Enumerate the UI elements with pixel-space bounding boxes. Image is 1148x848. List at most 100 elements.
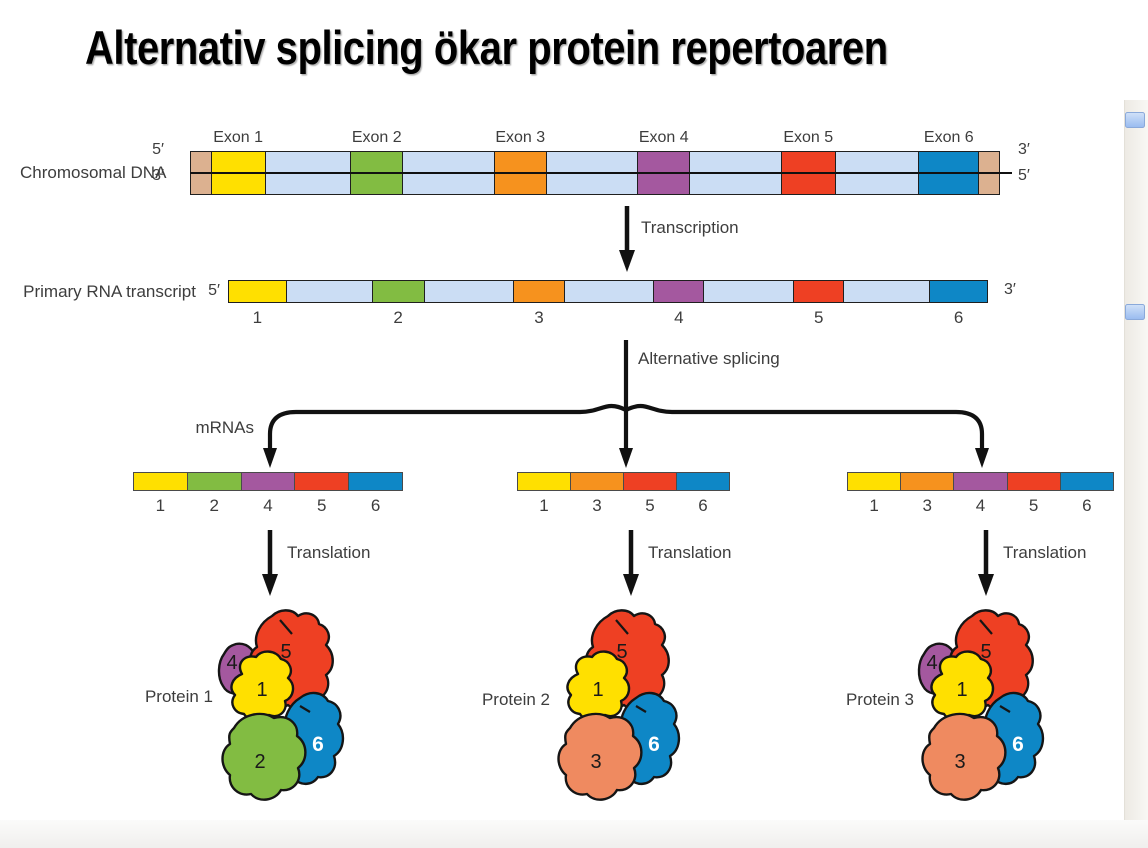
protein-domain-number: 6 xyxy=(1012,733,1024,756)
protein-domain-1 xyxy=(230,650,295,723)
segment-intron xyxy=(843,280,931,303)
segment-exon-6: 6 xyxy=(348,472,403,515)
segment-exon-6: 6 xyxy=(929,280,988,327)
mrna-bar-3: 1 3 4 5 6 xyxy=(847,472,1118,515)
mrnas-label: mRNAs xyxy=(195,418,254,437)
protein-domain-number: 6 xyxy=(312,733,324,756)
protein-domain-3 xyxy=(557,712,643,801)
segment-exon-5: 5 xyxy=(294,472,350,515)
dna-strand-divider xyxy=(190,172,1012,174)
segment-intron xyxy=(703,280,795,303)
segment-exon-4: 4 xyxy=(653,280,705,327)
domain-fold-line xyxy=(635,705,647,713)
splicing-branch-arrows xyxy=(263,340,989,468)
protein-domain-number: 5 xyxy=(980,641,991,663)
transcription-label: Transcription xyxy=(641,218,739,237)
protein-3-structure: 4 51 6 3 xyxy=(917,609,1045,801)
exon-number: 5 xyxy=(317,496,327,515)
exon-label: Exon 2 xyxy=(351,129,402,146)
exon-number: 3 xyxy=(592,496,602,515)
segment-exon-6: 6 xyxy=(1059,472,1114,515)
domain-fold-line xyxy=(999,705,1011,713)
segment-exon-3: 3 xyxy=(513,280,565,327)
segment-exon-3: 3 xyxy=(570,472,624,515)
protein-domain-number: 1 xyxy=(956,679,967,701)
segment-exon-5: 5 xyxy=(623,472,677,515)
protein-domain-3 xyxy=(921,712,1007,801)
rna-5prime: 5′ xyxy=(208,282,220,299)
dna-right-3prime: 3′ xyxy=(1018,141,1030,158)
exon-number: 3 xyxy=(534,308,544,327)
segment-exon-2: 2 xyxy=(371,280,425,327)
dna-left-5prime: 5′ xyxy=(152,141,164,158)
translation-arrow-3 xyxy=(978,530,994,596)
segment-exon-2: 2 xyxy=(186,472,242,515)
segment-exon-5: 5 xyxy=(793,280,845,327)
translation-arrow-2 xyxy=(623,530,639,596)
transcription-arrow xyxy=(619,206,635,272)
protein-domain-number: 6 xyxy=(648,733,660,756)
exon-number: 1 xyxy=(252,308,263,327)
exon-number: 3 xyxy=(922,496,933,515)
slide-title: Alternativ splicing ökar protein reperto… xyxy=(85,21,888,74)
segment-exon-6: 6 xyxy=(676,472,730,515)
rna-bar: 1 2 3 4 5 6 xyxy=(228,280,998,327)
exon-label: Exon 1 xyxy=(213,129,264,146)
dna-left-3prime: 3′ xyxy=(152,167,164,184)
protein-domain-number: 5 xyxy=(616,641,627,663)
dna-bar: Exon 1 Exon 2 Exon 3 Exon 4 Exon 5 Exon 6 xyxy=(190,129,1012,195)
scroll-marker-middle[interactable] xyxy=(1125,304,1145,320)
protein-domain-number: 3 xyxy=(954,751,965,773)
segment-exon-1: 1 xyxy=(228,280,287,327)
scroll-marker-top[interactable] xyxy=(1125,112,1145,128)
protein-1-structure: 4 51 6 2 xyxy=(217,609,345,801)
protein-domain-2 xyxy=(221,712,307,801)
protein-2-structure: 51 6 3 xyxy=(557,609,681,801)
exon-number: 5 xyxy=(813,308,824,327)
segment-exon-3: 3 xyxy=(900,472,955,515)
translation-label-3: Translation xyxy=(1003,543,1087,562)
segment-exon-1: 1 xyxy=(847,472,902,515)
exon-label: Exon 3 xyxy=(495,129,546,146)
exon-label: Exon 6 xyxy=(923,129,974,146)
mrna-bar-1: 1 2 4 5 6 xyxy=(133,472,407,515)
exon-number: 5 xyxy=(1028,496,1039,515)
exon-number: 2 xyxy=(209,496,219,515)
segment-intron xyxy=(563,280,655,303)
bottom-band xyxy=(0,820,1148,848)
protein-1-label: Protein 1 xyxy=(144,687,213,706)
protein-domain-number: 3 xyxy=(590,751,601,773)
segment-exon-1: 1 xyxy=(517,472,571,515)
protein-domain-number: 2 xyxy=(254,751,265,773)
alt-splicing-label: Alternative splicing xyxy=(638,349,780,368)
exon-number: 1 xyxy=(539,496,549,515)
exon-number: 4 xyxy=(975,496,986,515)
exon-number: 1 xyxy=(155,496,166,515)
exon-number: 5 xyxy=(645,496,655,515)
protein-domain-number: 4 xyxy=(926,652,937,674)
translation-label-1: Translation xyxy=(287,543,371,562)
exon-label: Exon 4 xyxy=(638,129,689,146)
exon-number: 4 xyxy=(674,308,684,327)
exon-number: 6 xyxy=(698,496,708,515)
rna-3prime: 3′ xyxy=(1004,281,1016,298)
exon-number: 4 xyxy=(263,496,273,515)
protein-domain-number: 1 xyxy=(592,679,603,701)
protein-domain-1 xyxy=(566,650,631,723)
exon-label: Exon 5 xyxy=(783,129,834,146)
protein-domain-1 xyxy=(930,650,995,723)
side-scroll-strip[interactable] xyxy=(1124,100,1148,848)
domain-fold-line xyxy=(299,705,311,713)
segment-exon-4: 4 xyxy=(953,472,1008,515)
exon-number: 1 xyxy=(869,496,879,515)
translation-label-2: Translation xyxy=(648,543,732,562)
segment-exon-1: 1 xyxy=(133,472,188,515)
segment-exon-4: 4 xyxy=(240,472,296,515)
dna-right-5prime: 5′ xyxy=(1018,167,1030,184)
mrna-bar-2: 1 3 5 6 xyxy=(517,472,733,515)
exon-number: 2 xyxy=(393,308,403,327)
exon-number: 6 xyxy=(370,496,381,515)
protein-domain-number: 5 xyxy=(280,641,291,663)
segment-exon-5: 5 xyxy=(1006,472,1061,515)
segment-intron xyxy=(285,280,373,303)
